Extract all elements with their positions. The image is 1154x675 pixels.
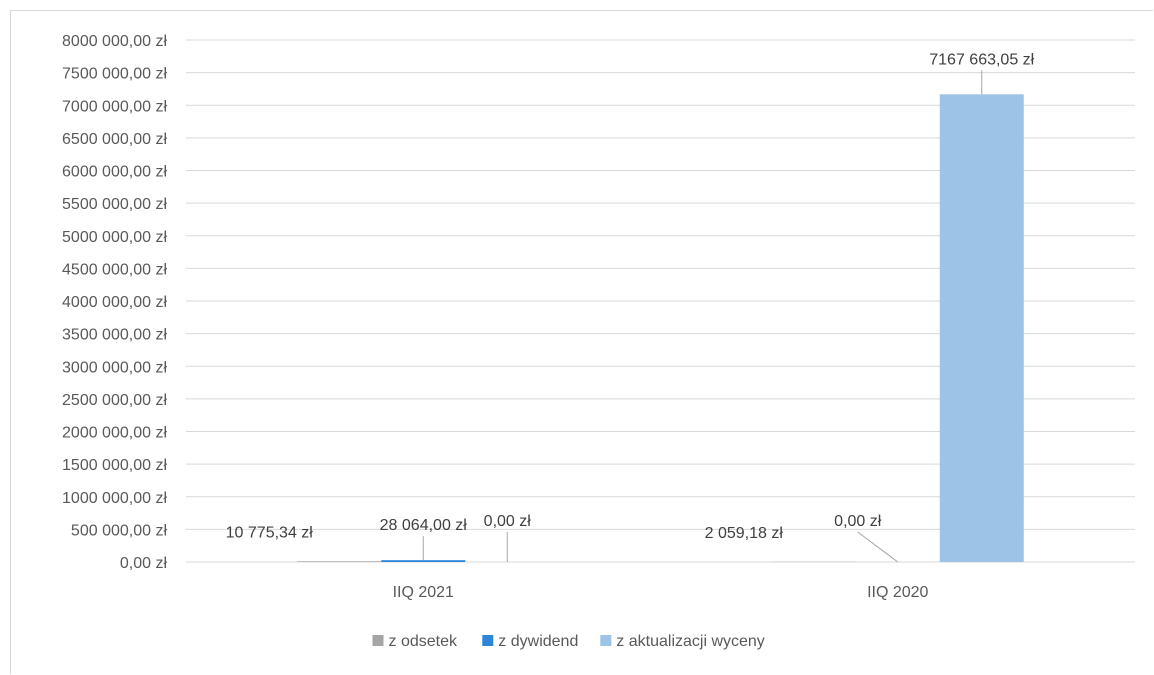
y-tick-label: 8000 000,00 zł	[62, 33, 167, 50]
bar	[297, 561, 382, 562]
data-label: 0,00 zł	[834, 513, 882, 530]
y-tick-label: 7500 000,00 zł	[62, 66, 167, 83]
data-label: 10 775,34 zł	[226, 524, 314, 541]
chart-frame	[10, 10, 1153, 674]
y-tick-label: 2000 000,00 zł	[62, 425, 167, 442]
legend-swatch	[600, 635, 612, 646]
y-tick-label: 6500 000,00 zł	[62, 131, 167, 148]
y-tick-label: 4500 000,00 zł	[62, 261, 167, 278]
y-tick-label: 3000 000,00 zł	[62, 359, 167, 376]
data-label: 28 064,00 zł	[380, 517, 468, 534]
bar	[939, 94, 1024, 562]
y-tick-label: 5000 000,00 zł	[62, 229, 167, 246]
y-tick-label: 5500 000,00 zł	[62, 196, 167, 213]
y-tick-label: 1500 000,00 zł	[62, 457, 167, 474]
x-tick-label: IIQ 2020	[867, 584, 928, 601]
legend-label: z dywidend	[498, 633, 578, 650]
y-tick-label: 1000 000,00 zł	[62, 490, 167, 507]
y-tick-label: 3500 000,00 zł	[62, 327, 167, 344]
bar	[381, 560, 466, 562]
y-tick-label: 4000 000,00 zł	[62, 294, 167, 311]
data-label: 7167 663,05 zł	[929, 51, 1034, 68]
y-tick-label: 6000 000,00 zł	[62, 164, 167, 181]
x-tick-label: IIQ 2021	[393, 584, 454, 601]
legend-swatch	[372, 635, 384, 646]
leader-line	[857, 531, 899, 563]
data-label: 0,00 zł	[484, 513, 532, 530]
legend-label: z odsetek	[389, 633, 458, 650]
y-tick-label: 2500 000,00 zł	[62, 392, 167, 409]
legend-swatch	[482, 635, 494, 646]
y-tick-label: 0,00 zł	[120, 555, 168, 572]
data-label: 2 059,18 zł	[705, 525, 784, 542]
y-tick-label: 7000 000,00 zł	[62, 98, 167, 115]
y-tick-label: 500 000,00 zł	[71, 522, 168, 539]
legend-label: z aktualizacji wyceny	[616, 633, 765, 650]
